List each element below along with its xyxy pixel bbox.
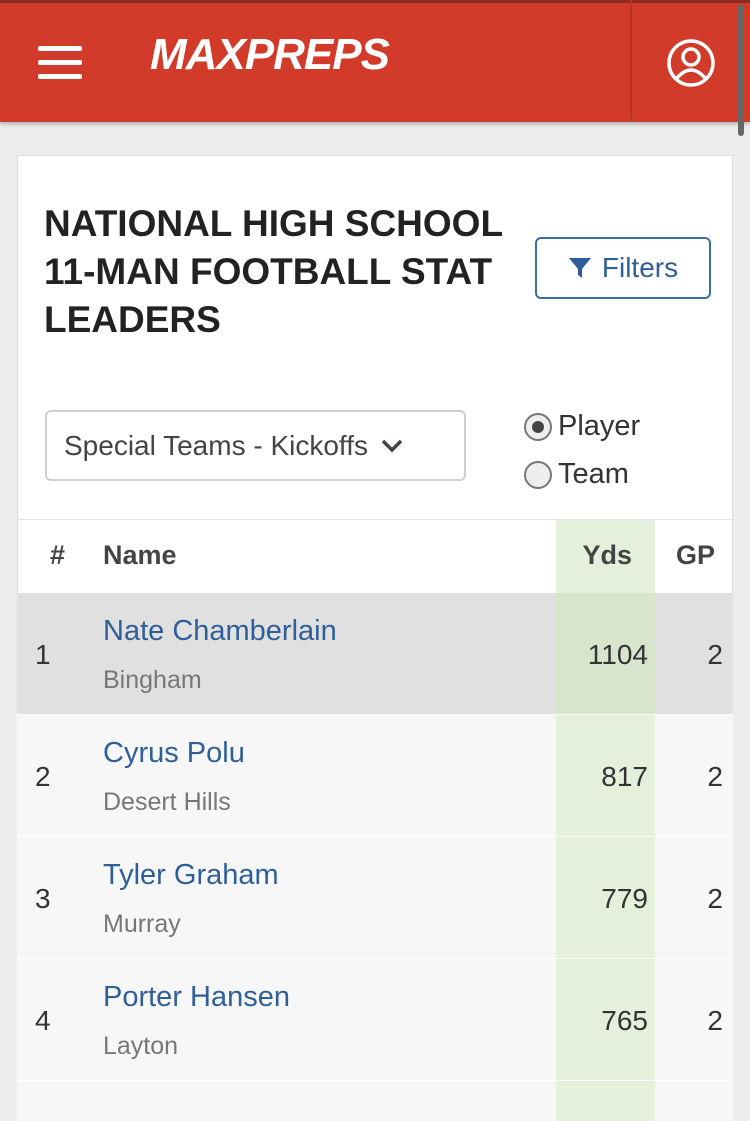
gp-value: 2 bbox=[707, 761, 723, 792]
filters-button[interactable]: Filters bbox=[535, 237, 711, 299]
gp-value: 2 bbox=[707, 883, 723, 914]
radio-team[interactable]: Team bbox=[524, 458, 629, 491]
radio-player[interactable]: Player bbox=[524, 410, 640, 443]
gp-value: 2 bbox=[707, 1005, 723, 1036]
yds-value: 765 bbox=[601, 1005, 648, 1036]
divider bbox=[630, 0, 632, 119]
yds-cell-bg bbox=[556, 715, 655, 837]
radio-dot bbox=[524, 460, 552, 489]
rank: 3 bbox=[35, 883, 51, 914]
column-header: Yds bbox=[582, 540, 632, 570]
logo[interactable]: MAXPREPS bbox=[150, 30, 390, 79]
rank: 4 bbox=[35, 1005, 51, 1036]
radio-dot bbox=[524, 412, 552, 441]
player-name[interactable]: Nate Chamberlain bbox=[103, 615, 337, 647]
school-name: Layton bbox=[103, 1032, 179, 1060]
yds-value: 779 bbox=[601, 883, 648, 914]
page-title: NATIONAL HIGH SCHOOL 11-MAN FOOTBALL STA… bbox=[44, 203, 503, 340]
yds-cell-bg bbox=[556, 593, 655, 715]
school-name: Bingham bbox=[103, 666, 202, 694]
account-button[interactable] bbox=[666, 38, 716, 88]
yds-cell-bg bbox=[556, 837, 655, 959]
rank: 2 bbox=[35, 761, 51, 792]
filter-icon bbox=[568, 258, 591, 278]
column-header: GP bbox=[675, 540, 715, 570]
filters-label: Filters bbox=[601, 252, 679, 283]
gp-value: 2 bbox=[707, 639, 723, 670]
chevron bbox=[381, 439, 403, 452]
player-name[interactable]: Porter Hansen bbox=[103, 981, 290, 1013]
column-header: # bbox=[50, 540, 66, 570]
top-bar bbox=[0, 0, 750, 122]
radio-label: Team bbox=[558, 458, 629, 490]
school-name: Desert Hills bbox=[103, 788, 231, 816]
player-name[interactable]: Tyler Graham bbox=[103, 859, 279, 891]
rank: 1 bbox=[35, 639, 51, 670]
yds-value: 1104 bbox=[587, 639, 648, 670]
column-header: Name bbox=[103, 540, 177, 570]
stat-select-label: Special Teams - Kickoffs bbox=[64, 429, 368, 461]
school-name: Murray bbox=[103, 910, 181, 938]
stat-select[interactable]: Special Teams - Kickoffs bbox=[45, 410, 466, 481]
scrollbar bbox=[738, 4, 744, 136]
hline bbox=[17, 519, 733, 520]
radio-label: Player bbox=[558, 410, 641, 442]
yds-cell-bg bbox=[556, 1081, 655, 1121]
player-name[interactable]: Cyrus Polu bbox=[103, 737, 245, 769]
menu-button[interactable] bbox=[38, 44, 82, 80]
yds-value: 817 bbox=[601, 761, 648, 792]
yds-cell-bg bbox=[556, 959, 655, 1081]
